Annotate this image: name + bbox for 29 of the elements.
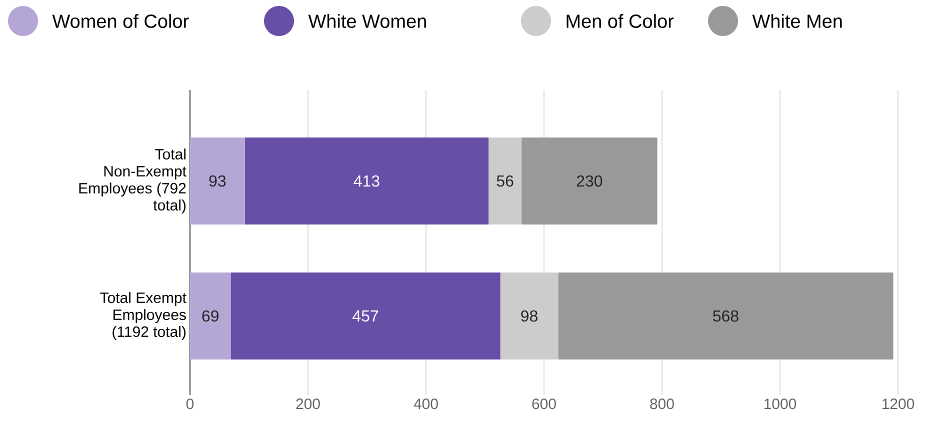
- data-label: 413: [354, 175, 380, 187]
- x-tick-label: 0: [186, 398, 194, 410]
- bar: [230, 272, 500, 360]
- x-tick-label: 600: [532, 398, 556, 410]
- bar: [488, 137, 522, 225]
- x-tick-label: 1000: [764, 398, 796, 410]
- x-tick-label: 800: [650, 398, 674, 410]
- data-label: 93: [209, 175, 226, 187]
- bar: [244, 137, 489, 225]
- y-tick-label: Total Non-Exempt Employees (792 total): [79, 148, 186, 214]
- y-tick-label: Total Exempt Employees (1192 total): [100, 292, 186, 340]
- data-label: 56: [496, 175, 514, 187]
- bar: [522, 137, 658, 225]
- data-label: 69: [202, 310, 218, 322]
- legend-label: Men of Color: [566, 14, 674, 28]
- legend-label: Women of Color: [52, 14, 189, 28]
- data-label: 230: [576, 175, 602, 187]
- x-tick-label: 1200: [882, 398, 914, 410]
- bar: [190, 272, 231, 360]
- data-label: 457: [352, 310, 378, 322]
- bar: [500, 272, 558, 360]
- legend-label: White Women: [308, 14, 426, 28]
- data-label: 98: [521, 310, 538, 322]
- bar: [190, 137, 245, 225]
- bar: [558, 272, 894, 360]
- data-label: 568: [713, 310, 738, 322]
- legend-label: White Men: [752, 14, 842, 28]
- x-tick-label: 400: [414, 398, 438, 410]
- x-tick-label: 200: [296, 398, 320, 410]
